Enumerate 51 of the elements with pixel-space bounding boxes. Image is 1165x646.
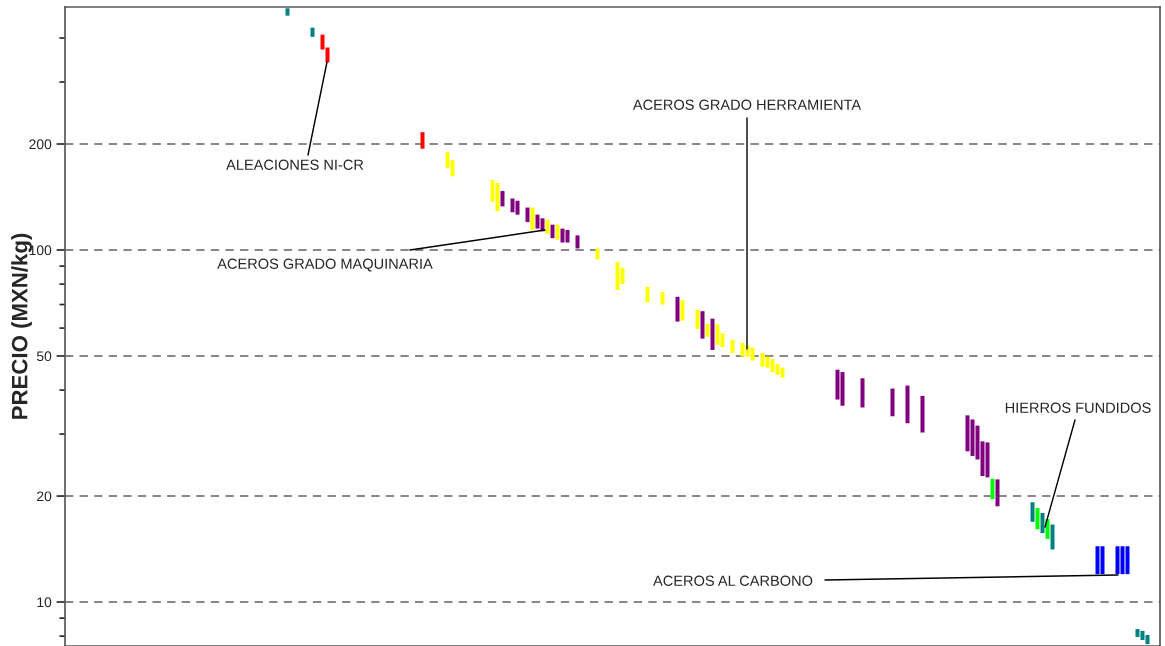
bar [500, 191, 505, 207]
bar [645, 286, 650, 303]
bar [420, 132, 425, 149]
bar [990, 478, 995, 500]
bar [710, 318, 715, 350]
bar [695, 309, 700, 329]
bar [1035, 507, 1040, 530]
bar [575, 235, 580, 249]
bar [1145, 634, 1150, 644]
bar [285, 8, 290, 16]
bar [700, 311, 705, 339]
bar [1050, 524, 1055, 550]
bar [985, 442, 990, 478]
bar [565, 229, 570, 243]
y-tick-label: 20 [37, 491, 52, 502]
annotation: ALEACIONES NI-CR [226, 159, 364, 170]
annotation: ACEROS GRADO MAQUINARIA [217, 258, 433, 272]
bar [550, 224, 555, 239]
bar [905, 385, 910, 424]
y-tick-label: 200 [29, 139, 52, 150]
bar [515, 200, 520, 215]
bar [920, 395, 925, 433]
bar [545, 219, 550, 235]
bar [995, 479, 1000, 507]
bar [780, 367, 785, 378]
bar [680, 300, 685, 321]
bar [705, 323, 710, 337]
bar [595, 248, 600, 260]
bar [310, 27, 315, 37]
annotation: ACEROS AL CARBONO [653, 575, 813, 586]
bar [530, 207, 535, 230]
annotation: HIERROS FUNDIDOS [1005, 402, 1151, 413]
bar [1125, 546, 1130, 575]
bar [750, 347, 755, 361]
bar [525, 207, 530, 223]
bar [675, 296, 680, 322]
bar [730, 339, 735, 353]
bar [1100, 546, 1105, 575]
bar [1030, 502, 1035, 522]
bar [840, 372, 845, 406]
bar [660, 291, 665, 305]
bar [1040, 513, 1045, 534]
bar [540, 218, 545, 232]
y-tick-label: 10 [37, 597, 52, 608]
bar [1045, 519, 1050, 540]
bar [860, 378, 865, 408]
bar [495, 182, 500, 212]
bar [555, 224, 560, 240]
bar [890, 388, 895, 417]
annotation: ACEROS GRADO HERRAMIENTA [632, 99, 862, 110]
y-tick-label: 50 [36, 351, 52, 362]
